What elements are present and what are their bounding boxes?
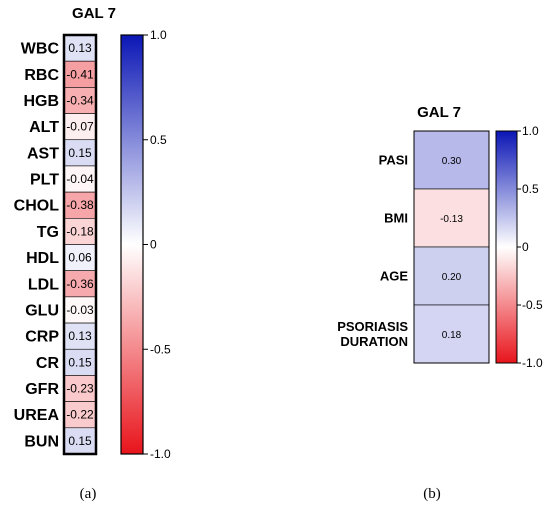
- colorbar-b-tick-label: 0: [522, 240, 529, 254]
- heatmap-a-row-label: CRP: [25, 329, 59, 346]
- colorbar-b-ticks: 1.0 0.5 0 -0.5 -1.0: [517, 124, 543, 370]
- heatmap-a-value-label: -0.04: [66, 172, 94, 186]
- colorbar-b-tick-label: -1.0: [522, 356, 543, 370]
- heatmap-a-value-label: -0.07: [66, 120, 94, 134]
- heatmap-panel-a: GAL 7 WBC 0.13 RBC -0.41 HGB -0.34 ALT -0.07 AST…: [14, 5, 171, 502]
- heatmap-a-row-label: ALT: [29, 119, 59, 136]
- colorbar-b-tick-label: 0.5: [522, 182, 539, 196]
- heatmap-a-row-label: RBC: [24, 67, 59, 84]
- colorbar-a-tick-label: 1.0: [150, 28, 167, 42]
- heatmap-b-row-label: PASI: [379, 153, 408, 168]
- heatmap-b-row-label: BMI: [384, 211, 408, 226]
- heatmap-a-value-label: -0.23: [66, 382, 94, 396]
- heatmap-b-frame: [413, 130, 490, 364]
- colorbar-b: [495, 130, 518, 364]
- heatmap-a-row-label: HDL: [26, 250, 59, 267]
- heatmap-panel-b: GAL 7 PASI 0.30 BMI -0.13 AGE 0.20 PSORIASIS DU…: [337, 104, 543, 502]
- heatmap-a-value-label: 0.06: [68, 251, 92, 265]
- heatmap-b-value-label: 0.30: [442, 156, 462, 167]
- heatmap-a-cell: [63, 375, 97, 402]
- heatmap-a-row-label: CHOL: [14, 198, 60, 215]
- heatmap-a-value-label: 0.13: [68, 41, 92, 55]
- colorbar-a-ticks: 1.0 0.5 0 -0.5 -1.0: [143, 28, 171, 461]
- heatmap-a-cell: [63, 87, 97, 114]
- heatmap-b-title: GAL 7: [417, 104, 461, 121]
- colorbar-b-tick-label: 1.0: [522, 124, 539, 138]
- heatmap-a-cell: [63, 322, 97, 350]
- heatmap-a-value-label: -0.41: [66, 67, 94, 81]
- colorbar-a: [120, 34, 144, 455]
- heatmap-a-frame: [62, 33, 98, 456]
- colorbar-b-tick-label: -0.5: [522, 298, 543, 312]
- heatmap-a-value-label: -0.36: [66, 277, 94, 291]
- heatmap-a-value-label: 0.15: [68, 434, 92, 448]
- heatmap-a-row-label: PLT: [30, 172, 59, 189]
- heatmap-a-row-label: BUN: [24, 433, 59, 450]
- heatmap-b-cell: [413, 130, 490, 190]
- panel-label-b: (b): [423, 486, 441, 502]
- heatmap-a-cell: [63, 60, 97, 88]
- heatmap-a-cell: [63, 270, 97, 298]
- heatmap-b-row-label: PSORIASIS DURATION: [337, 319, 408, 349]
- panel-label-a: (a): [80, 486, 97, 502]
- colorbar-a-tick-label: 0.5: [150, 133, 167, 147]
- heatmap-a-row-label: GLU: [25, 302, 59, 319]
- heatmap-a-value-label: 0.15: [68, 146, 92, 160]
- heatmap-b-cell: [413, 304, 490, 364]
- heatmap-a-value-label: -0.38: [66, 198, 94, 212]
- heatmap-a-row-label: CR: [36, 355, 60, 372]
- heatmap-a-row-label: WBC: [21, 41, 60, 58]
- heatmap-b-value-label: 0.20: [442, 272, 462, 283]
- heatmap-b-value-label: -0.13: [440, 214, 463, 225]
- heatmap-a-row-label: LDL: [28, 276, 59, 293]
- colorbar-a-tick-label: -0.5: [150, 342, 171, 356]
- heatmap-a-row-label: HGB: [23, 93, 59, 110]
- heatmap-a-value-label: 0.13: [68, 329, 92, 343]
- heatmap-b-row-label: AGE: [380, 269, 409, 284]
- heatmap-a-value-label: -0.18: [66, 224, 94, 238]
- heatmap-b-rows: PASI 0.30 BMI -0.13 AGE 0.20 PSORIASIS DURATION…: [337, 130, 490, 364]
- heatmap-a-value-label: -0.03: [66, 303, 94, 317]
- heatmap-a-row-label: UREA: [14, 407, 60, 424]
- heatmap-a-value-label: -0.34: [66, 93, 94, 107]
- heatmap-a-value-label: -0.22: [66, 408, 94, 422]
- heatmap-a-rows: WBC 0.13 RBC -0.41 HGB -0.34 ALT -0.07 AST 0.15 PL…: [14, 34, 97, 455]
- heatmap-b-value-label: 0.18: [442, 330, 462, 341]
- heatmap-a-value-label: 0.15: [68, 355, 92, 369]
- heatmap-a-row-label: GFR: [25, 381, 59, 398]
- colorbar-a-tick-label: 0: [150, 238, 157, 252]
- heatmap-a-cell: [63, 34, 97, 62]
- heatmap-a-title: GAL 7: [72, 5, 116, 22]
- heatmap-a-row-label: TG: [37, 224, 59, 241]
- colorbar-a-tick-label: -1.0: [150, 447, 171, 461]
- heatmap-a-row-label: AST: [27, 145, 59, 162]
